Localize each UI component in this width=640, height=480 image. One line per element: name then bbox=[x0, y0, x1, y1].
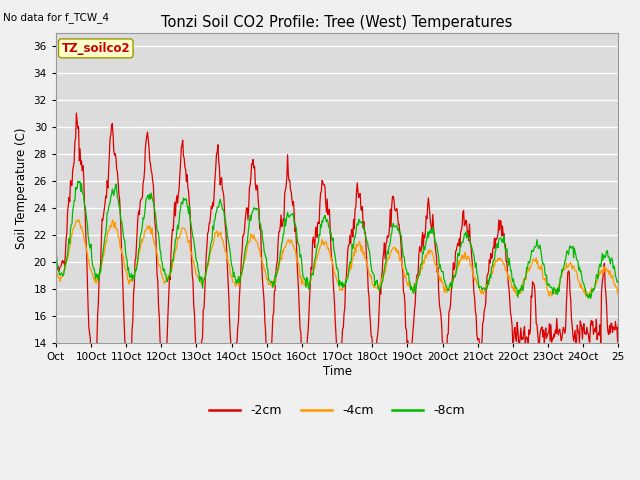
-8cm bbox=[396, 229, 404, 235]
-8cm bbox=[587, 295, 595, 301]
-2cm bbox=[428, 228, 436, 234]
-2cm bbox=[119, 274, 127, 279]
Legend: -2cm, -4cm, -8cm: -2cm, -4cm, -8cm bbox=[204, 399, 470, 422]
Line: -4cm: -4cm bbox=[56, 219, 618, 296]
Line: -2cm: -2cm bbox=[56, 113, 618, 380]
-8cm bbox=[614, 278, 622, 284]
-2cm bbox=[614, 322, 622, 328]
-8cm bbox=[271, 272, 279, 278]
-4cm bbox=[271, 282, 279, 288]
-2cm bbox=[251, 164, 259, 169]
-8cm bbox=[428, 228, 435, 233]
-4cm bbox=[614, 287, 622, 292]
-4cm bbox=[428, 248, 435, 254]
-4cm bbox=[585, 293, 593, 299]
-8cm bbox=[222, 222, 230, 228]
-2cm bbox=[52, 268, 60, 274]
Title: Tonzi Soil CO2 Profile: Tree (West) Temperatures: Tonzi Soil CO2 Profile: Tree (West) Temp… bbox=[161, 15, 513, 30]
Line: -8cm: -8cm bbox=[56, 181, 618, 298]
-4cm bbox=[396, 258, 404, 264]
-2cm bbox=[195, 377, 202, 383]
-2cm bbox=[223, 251, 230, 256]
-8cm bbox=[52, 250, 60, 256]
-2cm bbox=[72, 110, 80, 116]
-8cm bbox=[119, 226, 127, 231]
Text: TZ_soilco2: TZ_soilco2 bbox=[61, 42, 130, 55]
-2cm bbox=[272, 270, 280, 276]
-4cm bbox=[52, 268, 60, 274]
-4cm bbox=[119, 252, 127, 258]
Text: No data for f_TCW_4: No data for f_TCW_4 bbox=[3, 12, 109, 23]
-4cm bbox=[75, 216, 83, 222]
X-axis label: Time: Time bbox=[323, 365, 351, 378]
-8cm bbox=[74, 179, 82, 184]
-4cm bbox=[250, 232, 258, 238]
-2cm bbox=[397, 234, 404, 240]
-4cm bbox=[222, 249, 230, 254]
Y-axis label: Soil Temperature (C): Soil Temperature (C) bbox=[15, 127, 28, 249]
-8cm bbox=[250, 205, 258, 211]
